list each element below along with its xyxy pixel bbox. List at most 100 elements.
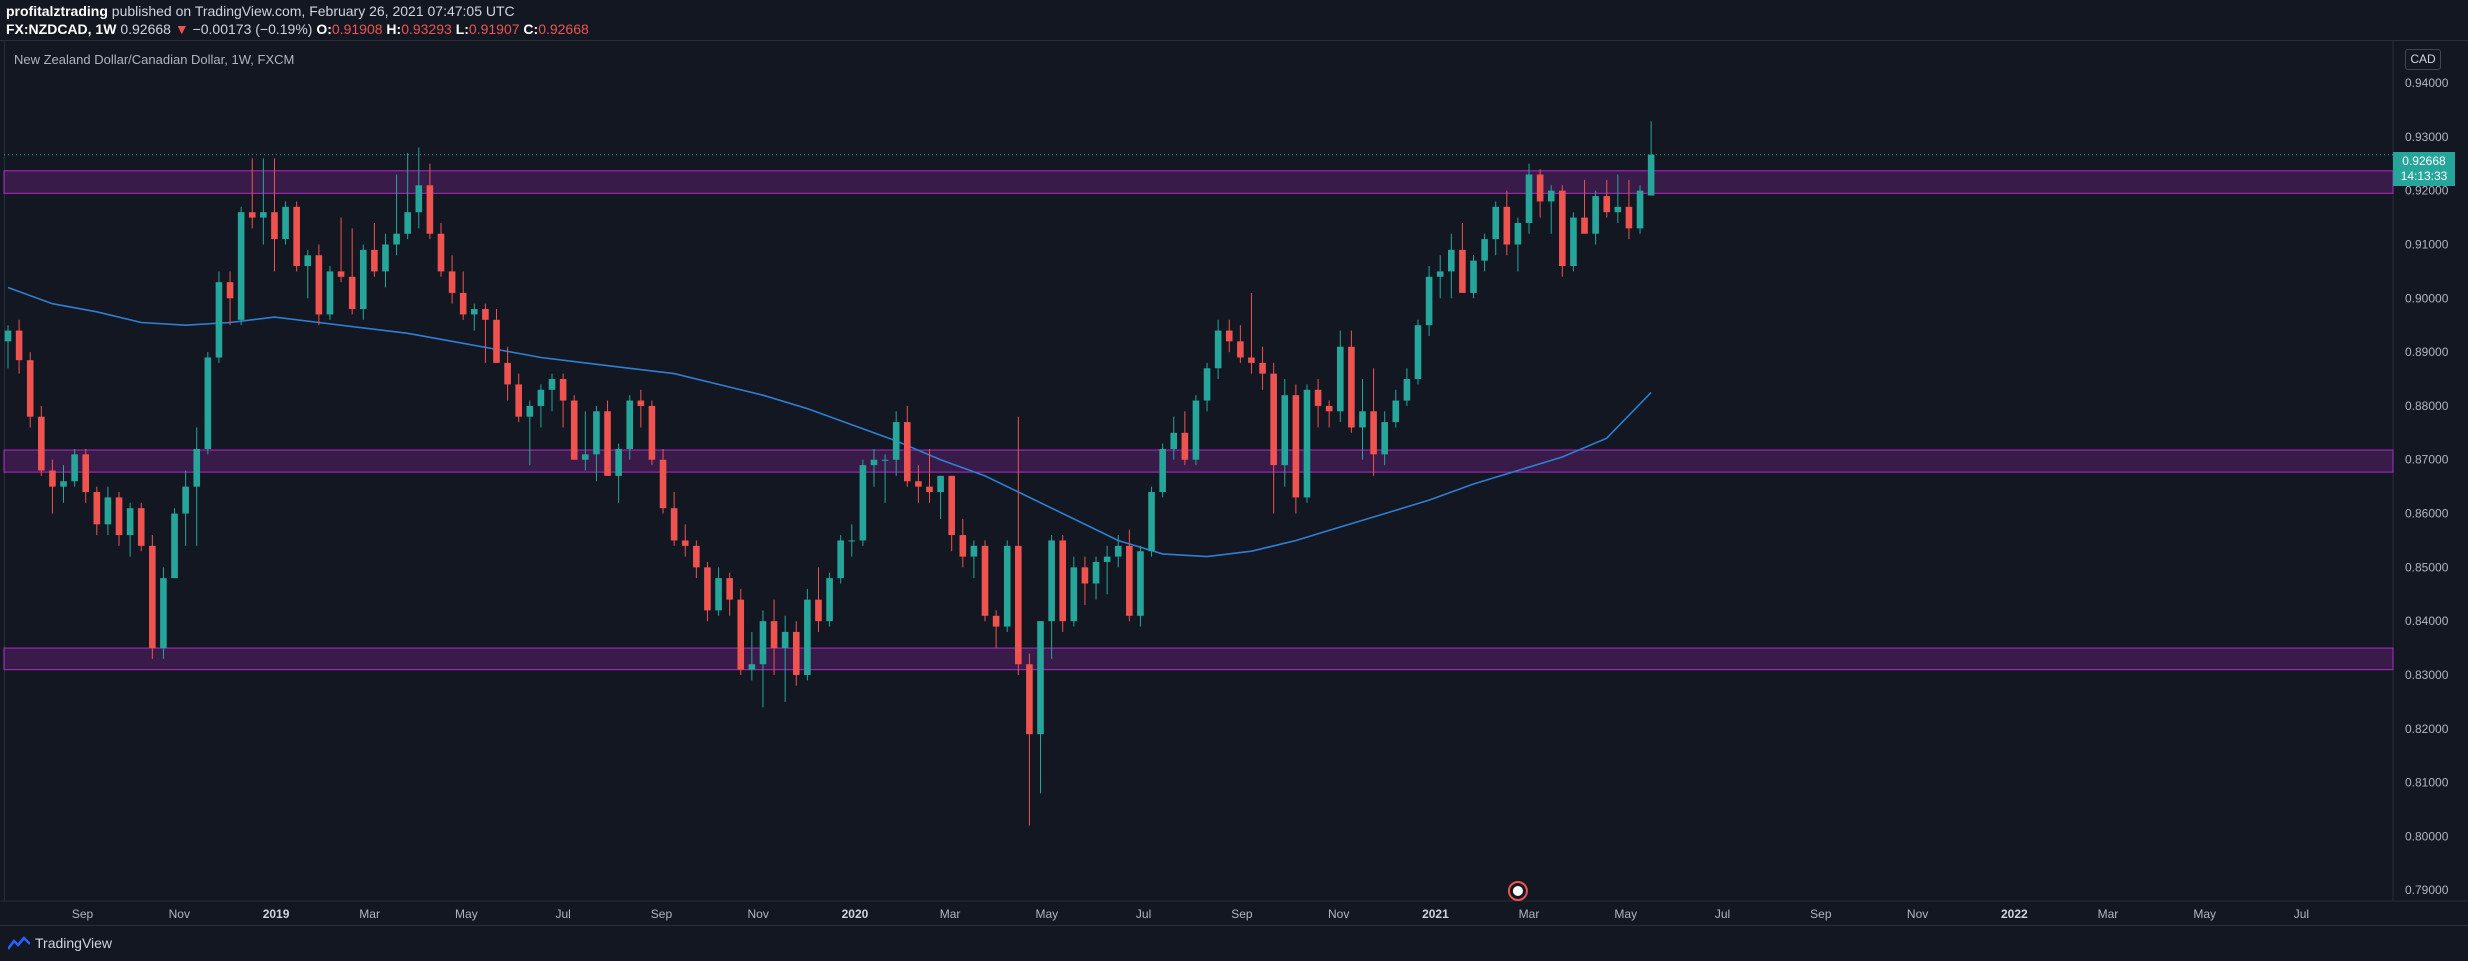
candle-body[interactable] — [937, 475, 944, 493]
currency-badge[interactable]: CAD — [2405, 49, 2441, 70]
candle-body[interactable] — [282, 206, 289, 240]
candle-body[interactable] — [870, 459, 878, 466]
candle-body[interactable] — [1492, 206, 1500, 240]
candle-body[interactable] — [1414, 325, 1422, 380]
candle-body[interactable] — [1459, 249, 1466, 293]
candle-body[interactable] — [260, 212, 267, 218]
candle-body[interactable] — [637, 400, 645, 406]
candle-body[interactable] — [149, 545, 156, 649]
candle-body[interactable] — [515, 384, 523, 417]
candle-body[interactable] — [426, 185, 434, 234]
candle-body[interactable] — [393, 233, 400, 245]
candle-body[interactable] — [1536, 174, 1544, 202]
candle-body[interactable] — [959, 535, 967, 557]
candle-body[interactable] — [1048, 540, 1055, 622]
candle-body[interactable] — [1503, 206, 1511, 245]
candle-body[interactable] — [470, 309, 478, 315]
candle-body[interactable] — [1159, 448, 1166, 493]
candle-body[interactable] — [448, 271, 456, 293]
candle-body[interactable] — [859, 465, 867, 541]
candle-body[interactable] — [248, 212, 256, 218]
candle-body[interactable] — [1126, 545, 1133, 616]
candle-body[interactable] — [903, 422, 911, 482]
candle-body[interactable] — [781, 631, 789, 649]
candle-body[interactable] — [1348, 346, 1355, 428]
candle-body[interactable] — [1292, 395, 1300, 498]
candle-body[interactable] — [815, 599, 822, 622]
candle-body[interactable] — [493, 319, 500, 363]
candle-body[interactable] — [1370, 411, 1377, 455]
candle-body[interactable] — [759, 621, 767, 665]
candle-body[interactable] — [1381, 422, 1388, 455]
author-name[interactable]: profitalztrading — [6, 3, 108, 19]
candle-body[interactable] — [337, 271, 345, 277]
candle-body[interactable] — [215, 282, 223, 358]
candle-body[interactable] — [1303, 389, 1311, 498]
candle-body[interactable] — [1225, 330, 1233, 342]
candle-body[interactable] — [726, 578, 733, 600]
candle-body[interactable] — [1392, 400, 1400, 423]
candle-body[interactable] — [1103, 556, 1111, 562]
candle-body[interactable] — [837, 540, 844, 579]
candle-body[interactable] — [892, 422, 900, 460]
candle-body[interactable] — [1192, 400, 1200, 460]
candle-body[interactable] — [792, 631, 800, 675]
candle-body[interactable] — [1015, 545, 1022, 665]
candle-body[interactable] — [226, 282, 234, 299]
candle-body[interactable] — [1636, 190, 1644, 229]
candle-body[interactable] — [926, 486, 933, 493]
candle-body[interactable] — [1170, 432, 1178, 449]
candle-body[interactable] — [171, 513, 178, 579]
candle-body[interactable] — [704, 567, 711, 611]
candle-body[interactable] — [593, 411, 600, 455]
candle-body[interactable] — [1137, 551, 1144, 616]
candle-body[interactable] — [681, 540, 689, 546]
candle-body[interactable] — [1547, 190, 1555, 202]
candle-body[interactable] — [770, 621, 778, 649]
candle-body[interactable] — [1281, 395, 1289, 466]
candle-body[interactable] — [1336, 346, 1344, 412]
candle-body[interactable] — [1070, 567, 1078, 622]
candle-body[interactable] — [881, 459, 889, 461]
candle-body[interactable] — [193, 448, 201, 487]
chart-area[interactable]: 0.79000 0.80000 0.81000 0.82000 0.83000 0.840… — [0, 40, 2468, 925]
candle-body[interactable] — [115, 497, 123, 536]
candle-body[interactable] — [1003, 545, 1011, 627]
candle-body[interactable] — [1237, 341, 1244, 358]
candle-body[interactable] — [137, 508, 145, 546]
event-marker-icon[interactable] — [1507, 881, 1528, 901]
candle-body[interactable] — [1148, 492, 1155, 552]
candle-body[interactable] — [1481, 239, 1488, 261]
candle-body[interactable] — [348, 276, 356, 310]
candle-body[interactable] — [948, 475, 955, 536]
candle-body[interactable] — [582, 454, 589, 460]
candle-body[interactable] — [204, 357, 212, 449]
candle-body[interactable] — [526, 405, 534, 417]
candle-body[interactable] — [15, 330, 23, 361]
candle-body[interactable] — [1248, 357, 1255, 363]
candle-body[interactable] — [1581, 217, 1588, 234]
candle-body[interactable] — [304, 255, 312, 267]
candle-body[interactable] — [1403, 379, 1411, 401]
candle-body[interactable] — [437, 233, 445, 272]
candle-body[interactable] — [93, 492, 101, 525]
candle-body[interactable] — [1026, 664, 1033, 735]
candle-body[interactable] — [615, 448, 622, 476]
candle-body[interactable] — [315, 255, 323, 315]
candle-body[interactable] — [1114, 545, 1122, 557]
candle-body[interactable] — [715, 578, 722, 611]
candle-body[interactable] — [1181, 432, 1189, 460]
candle-body[interactable] — [1259, 362, 1266, 374]
candle-body[interactable] — [293, 206, 300, 267]
tradingview-brand[interactable]: TradingView — [8, 935, 112, 951]
candle-body[interactable] — [537, 389, 545, 406]
candle-body[interactable] — [182, 486, 189, 514]
candle-body[interactable] — [1214, 330, 1222, 369]
candle-body[interactable] — [1359, 411, 1366, 428]
candle-body[interactable] — [382, 244, 389, 272]
candle-body[interactable] — [1203, 368, 1211, 401]
candle-body[interactable] — [848, 540, 856, 542]
candle-body[interactable] — [970, 545, 978, 557]
candle-body[interactable] — [271, 212, 278, 240]
candle-body[interactable] — [26, 360, 34, 417]
